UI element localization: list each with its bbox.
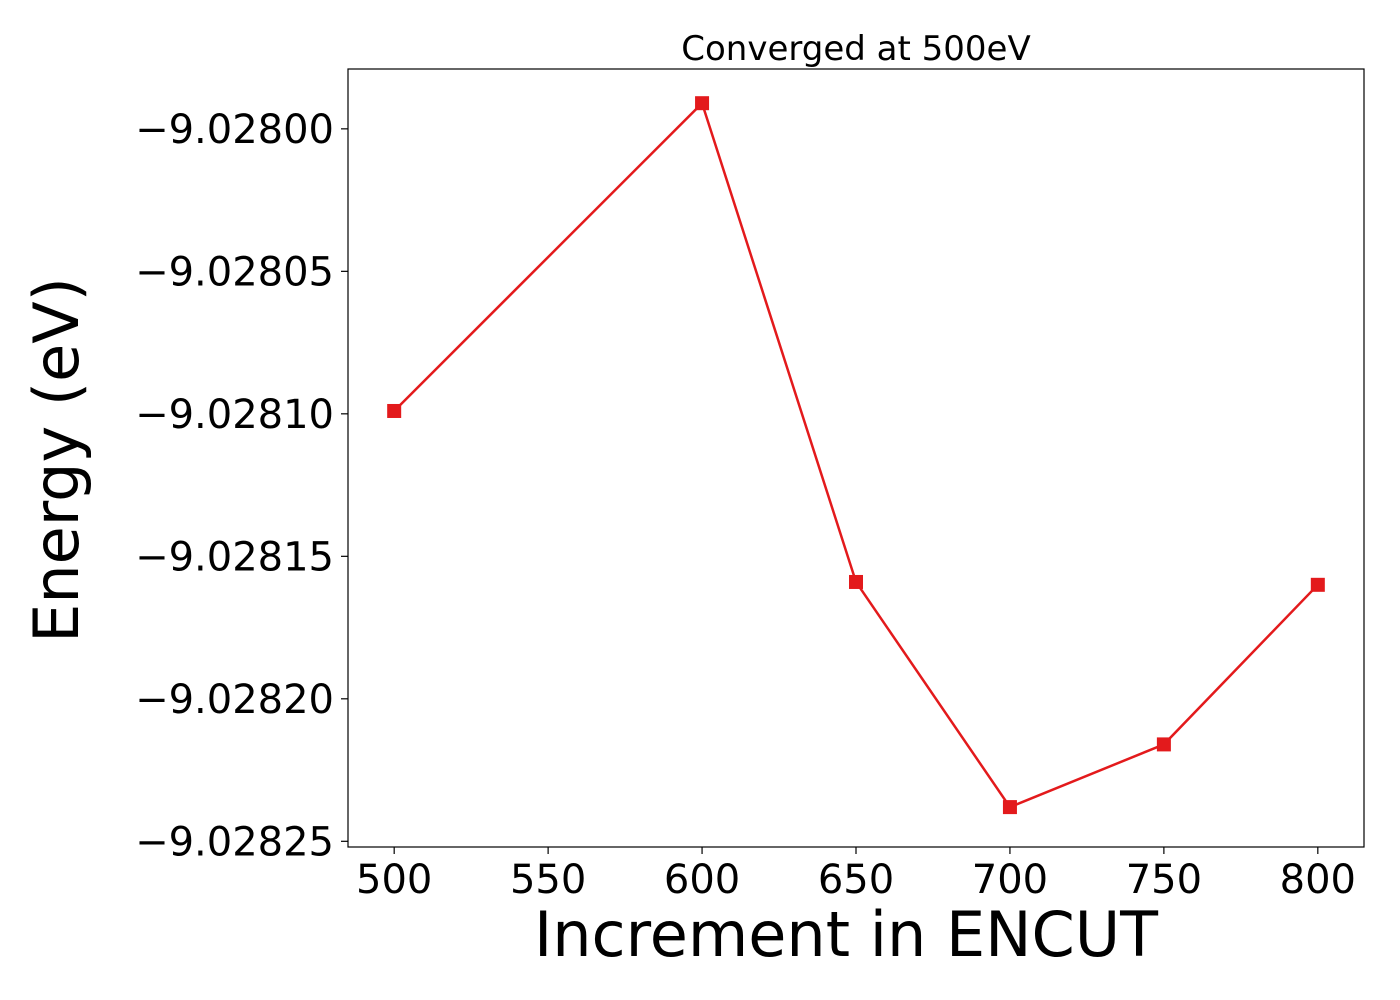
chart-title: Converged at 500eV (681, 29, 1030, 69)
data-point-marker (1156, 737, 1171, 752)
plot-area (347, 68, 1365, 848)
x-tick-label: 600 (664, 857, 740, 903)
x-tick-label: 800 (1280, 857, 1356, 903)
y-axis-ticks: −9.02800 −9.02805 −9.02810 −9.02815 −9.02820… (135, 107, 348, 865)
x-axis-title: Increment in ENCUT (534, 898, 1159, 971)
series-group (387, 96, 1325, 815)
data-point-marker (695, 96, 710, 111)
series-line (393, 100, 1319, 809)
y-tick-label: −9.02805 (135, 249, 334, 295)
y-tick-label: −9.02815 (135, 534, 334, 580)
y-tick-label: −9.02810 (135, 392, 334, 438)
data-point-marker (387, 403, 402, 418)
x-tick-label: 650 (818, 857, 894, 903)
y-tick-label: −9.02825 (135, 819, 334, 865)
x-tick-label: 500 (356, 857, 432, 903)
y-tick-label: −9.02820 (135, 677, 334, 723)
x-tick-label: 700 (972, 857, 1048, 903)
y-axis-title: Energy (eV) (20, 277, 93, 643)
x-axis-ticks: 500 550 600 650 700 750 800 (356, 847, 1356, 903)
data-point-marker (1310, 577, 1325, 592)
x-tick-label: 550 (510, 857, 586, 903)
x-tick-label: 750 (1126, 857, 1202, 903)
data-point-marker (1002, 800, 1017, 815)
data-point-marker (849, 574, 863, 589)
y-tick-label: −9.02800 (135, 107, 334, 153)
